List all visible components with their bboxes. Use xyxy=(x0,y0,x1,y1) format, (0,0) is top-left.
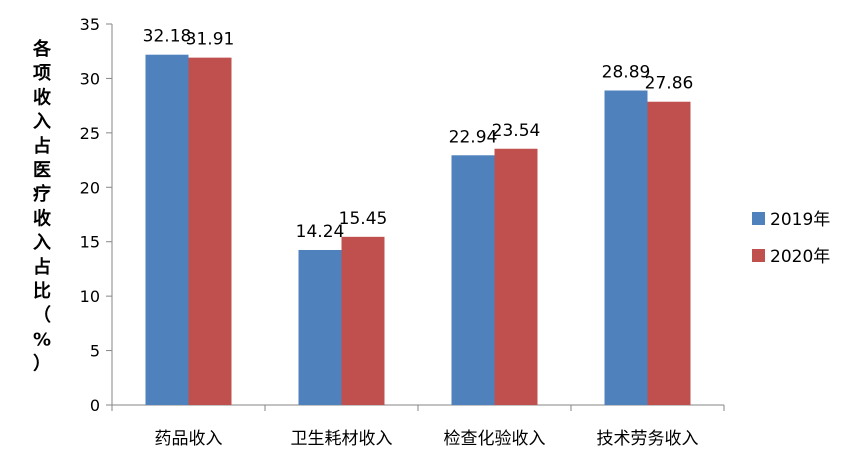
y-axis-label-char: 疗 xyxy=(33,183,51,205)
y-axis-label-char: 各 xyxy=(32,38,52,60)
y-axis-label-char: % xyxy=(33,329,51,350)
bar xyxy=(145,54,189,405)
bar xyxy=(647,101,691,405)
y-axis-label-char: 收 xyxy=(33,86,51,108)
legend-entry: 2019年 xyxy=(770,210,830,230)
category-label: 药品收入 xyxy=(155,429,223,449)
y-axis-label-char: 占 xyxy=(33,256,51,278)
legend-swatch xyxy=(752,249,765,262)
category-label: 卫生耗材收入 xyxy=(291,429,393,449)
category-labels: 药品收入 卫生耗材收入 检查化验收入 技术劳务收入 xyxy=(155,429,699,449)
category-label: 技术劳务收入 xyxy=(597,429,699,449)
y-axis-label-char: ） xyxy=(33,354,51,375)
y-tick-label: 0 xyxy=(90,396,100,415)
y-axis-label-char: 项 xyxy=(33,63,51,84)
bar xyxy=(494,148,538,405)
bars xyxy=(145,54,691,406)
y-axis-label-char: 入 xyxy=(33,233,51,254)
y-tick-label: 25 xyxy=(80,124,100,143)
data-label: 27.86 xyxy=(645,74,694,94)
y-axis-label-char: 比 xyxy=(33,281,51,302)
y-tick-label: 20 xyxy=(80,178,100,197)
data-label: 14.24 xyxy=(296,222,345,242)
data-label: 32.18 xyxy=(143,27,192,47)
y-tick-label: 30 xyxy=(80,69,100,88)
y-axis-label-char: 医 xyxy=(33,160,51,181)
y-axis-label-char: （ xyxy=(33,305,51,326)
y-axis-label-char: 收 xyxy=(33,207,51,229)
data-label: 22.94 xyxy=(449,127,498,147)
y-axis-label-char: 占 xyxy=(33,135,51,157)
y-tick-label: 15 xyxy=(80,233,100,252)
y-tick-label: 35 xyxy=(80,15,100,34)
data-label: 15.45 xyxy=(339,209,388,229)
y-tick-label: 10 xyxy=(80,287,100,306)
bar xyxy=(188,57,232,406)
legend-entry: 2020年 xyxy=(770,247,830,267)
data-label: 28.89 xyxy=(602,63,651,83)
bar xyxy=(604,90,648,405)
legend: 2019年 2020年 xyxy=(752,210,830,267)
category-label: 检查化验收入 xyxy=(444,429,546,449)
y-tick-label: 5 xyxy=(90,342,100,361)
y-axis-ticks: 0 5 10 15 20 25 30 35 xyxy=(80,15,112,415)
y-axis-label-char: 入 xyxy=(33,112,51,133)
bar xyxy=(451,155,495,405)
legend-swatch xyxy=(752,212,765,225)
data-label: 31.91 xyxy=(186,30,235,50)
bar xyxy=(298,249,342,405)
data-label: 23.54 xyxy=(492,121,541,141)
bar xyxy=(341,236,385,405)
